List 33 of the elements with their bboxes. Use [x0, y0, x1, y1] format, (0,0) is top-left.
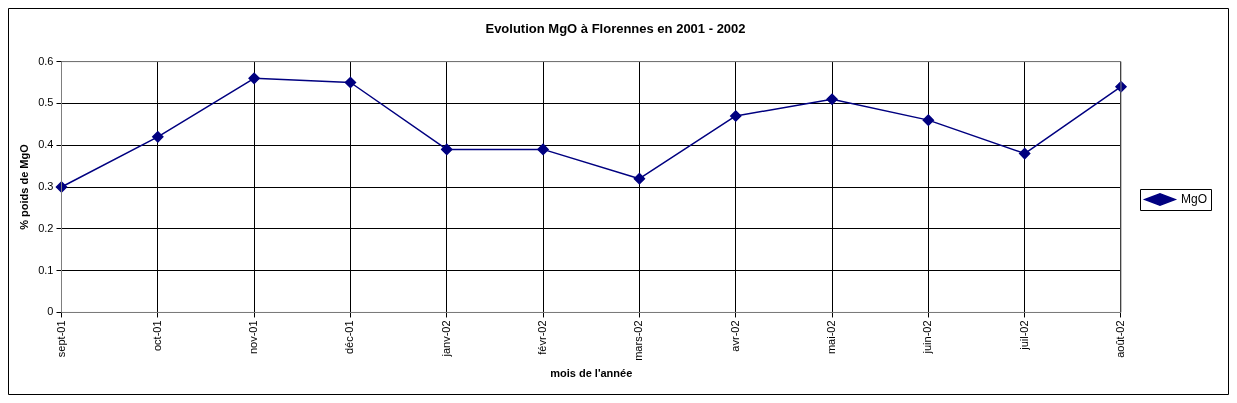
- x-tick-label: oct-01: [150, 320, 163, 352]
- x-tick-label: août-02: [1114, 320, 1127, 358]
- y-tick-label: 0.2: [38, 221, 54, 234]
- y-tick-label: 0.5: [38, 96, 54, 109]
- x-tick-label: mai-02: [825, 320, 838, 355]
- point: [441, 143, 453, 156]
- x-tick-label: juin-02: [921, 320, 934, 355]
- point: [729, 110, 742, 122]
- y-tick-label: 0.4: [38, 138, 54, 151]
- point: [922, 114, 935, 126]
- x-tick-label: janv-02: [439, 320, 452, 358]
- point: [826, 93, 838, 105]
- point: [537, 143, 549, 156]
- chart-title: Evolution MgO à Florennes en 2001 - 2002: [485, 21, 746, 37]
- y-tick-label: 0.6: [38, 54, 54, 67]
- point: [1018, 147, 1031, 160]
- x-tick-label: mars-02: [632, 320, 645, 361]
- point: [152, 131, 164, 143]
- x-axis-title: mois de l'année: [550, 367, 633, 380]
- legend-label: MgO: [1181, 191, 1208, 206]
- x-tick-label: févr-02: [536, 320, 549, 355]
- point: [248, 72, 260, 85]
- y-tick-label: 0: [47, 305, 54, 318]
- y-tick-label: 0.3: [38, 180, 54, 193]
- x-tick-label: sept-01: [54, 320, 67, 358]
- x-tick-label: nov-01: [247, 320, 260, 355]
- x-tick-label: déc-01: [343, 320, 356, 355]
- y-tick-label: 0.1: [38, 263, 54, 276]
- y-axis-title: % poids de MgO: [17, 143, 30, 230]
- point: [344, 76, 357, 89]
- point: [633, 172, 646, 185]
- x-tick-label: juil-02: [1017, 320, 1030, 351]
- x-tick-label: avr-02: [728, 320, 741, 352]
